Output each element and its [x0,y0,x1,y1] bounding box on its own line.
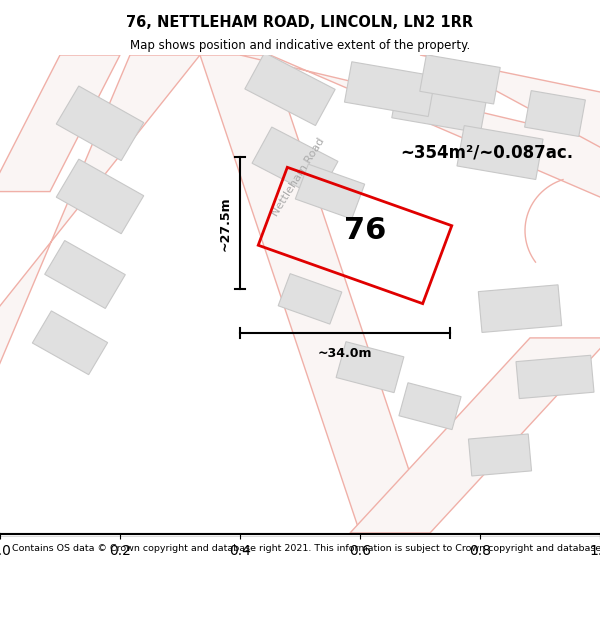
Bar [524,91,586,136]
Polygon shape [350,338,600,533]
Bar [457,126,543,179]
Text: Map shows position and indicative extent of the property.: Map shows position and indicative extent… [130,39,470,51]
Text: ~354m²/~0.087ac.: ~354m²/~0.087ac. [400,144,573,161]
Text: ~34.0m: ~34.0m [318,347,372,359]
Bar [469,434,532,476]
Text: Nettleham Road: Nettleham Road [270,136,326,218]
Bar [258,168,452,304]
Polygon shape [0,55,200,387]
Bar [278,274,342,324]
Bar [32,311,107,374]
Polygon shape [0,55,120,192]
Bar [420,55,500,104]
Text: 76: 76 [344,216,386,245]
Text: Contains OS data © Crown copyright and database right 2021. This information is : Contains OS data © Crown copyright and d… [12,544,600,553]
Bar [516,355,594,399]
Bar [245,52,335,126]
Bar [295,164,365,219]
Bar [252,127,338,198]
Bar [336,342,404,392]
Polygon shape [240,55,600,201]
Polygon shape [420,55,600,152]
Bar [399,382,461,429]
Bar [56,86,144,161]
Bar [44,241,125,309]
Bar [392,74,488,133]
Bar [344,62,436,116]
Bar [478,285,562,332]
Bar [56,159,144,234]
Text: ~27.5m: ~27.5m [219,196,232,251]
Text: 76, NETTLEHAM ROAD, LINCOLN, LN2 1RR: 76, NETTLEHAM ROAD, LINCOLN, LN2 1RR [127,16,473,31]
Polygon shape [200,55,430,533]
